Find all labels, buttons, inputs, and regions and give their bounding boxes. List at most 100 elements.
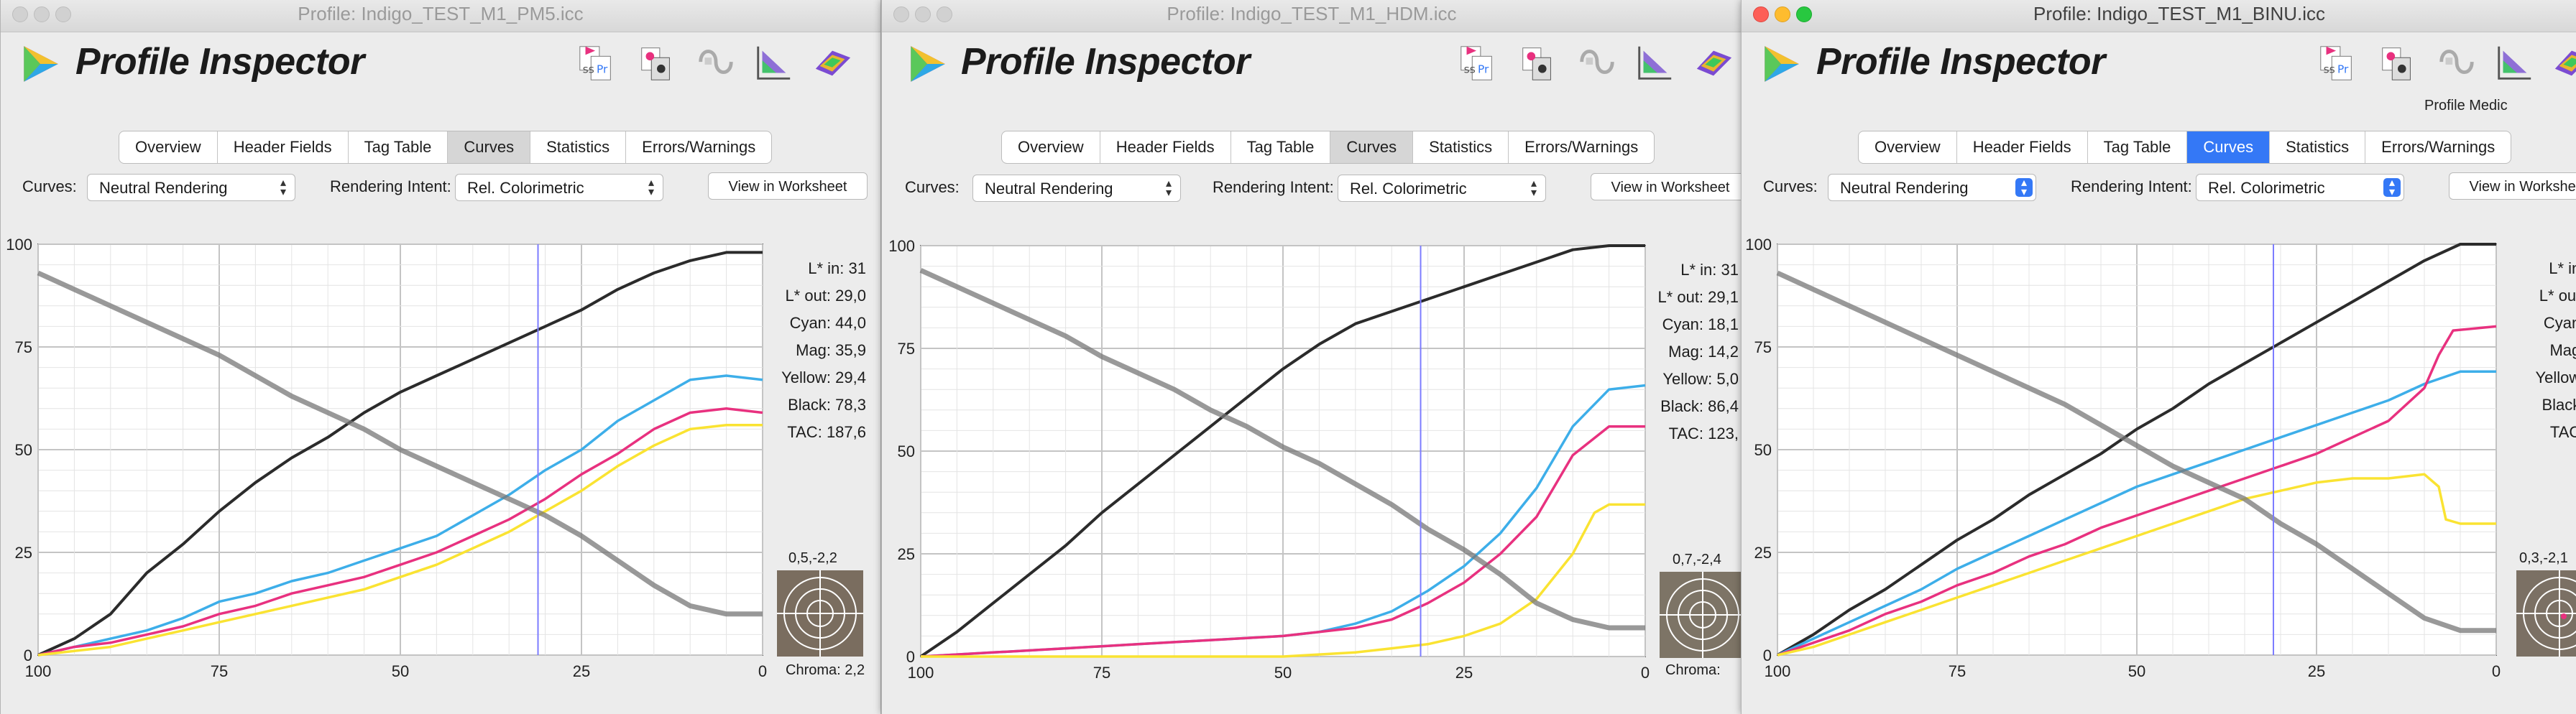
rendering-intent-popup[interactable]: Rel. Colorimetric ▴ ▾ (1338, 175, 1546, 202)
readout-yellow: Yellow: 5,0 (1662, 370, 1739, 388)
curves-label: Curves: (22, 177, 77, 195)
y-tick-label: 0 (24, 646, 32, 664)
curves-popup[interactable]: Neutral Rendering ▴ ▾ (972, 175, 1181, 202)
x-tick-label: 75 (1949, 662, 1966, 680)
readout-l-out: L* out: 29 (2539, 287, 2576, 305)
curve-lstar (37, 270, 763, 617)
gamut-3d-icon[interactable] (811, 40, 853, 86)
rendering-intent-popup[interactable]: Rel. Colorimetric ▴ ▾ (2196, 174, 2404, 201)
gamut-chart-icon[interactable] (753, 40, 794, 86)
curves-value: Neutral Rendering (99, 179, 228, 197)
rendering-intent-popup[interactable]: Rel. Colorimetric ▴ ▾ (455, 174, 663, 201)
zoom-button[interactable] (937, 6, 952, 22)
profile-compare-icon[interactable]: ss Pr (2317, 40, 2358, 86)
curves-popup[interactable]: Neutral Rendering ▴ ▾ (1828, 174, 2036, 201)
x-tick-label: 0 (758, 662, 767, 680)
profile-document-icon[interactable] (636, 40, 678, 86)
minimize-button[interactable] (34, 6, 50, 22)
profile-compare-icon[interactable]: ss Pr (1457, 40, 1499, 86)
profile-document-icon[interactable] (1517, 40, 1559, 86)
lab-value: 0,3,-2,1 (2519, 550, 2568, 566)
tab-tag-table[interactable]: Tag Table (349, 131, 448, 163)
window-pm5: Profile: Indigo_TEST_M1_PM5.icc Profile … (0, 0, 881, 714)
curve-magenta (37, 407, 763, 657)
x-tick-label: 100 (908, 664, 934, 682)
x-tick-label: 25 (2308, 662, 2325, 680)
close-button[interactable] (12, 6, 28, 22)
x-tick-label: 25 (573, 662, 590, 680)
svg-text:ss: ss (2324, 63, 2335, 76)
color-target-swatch (777, 570, 863, 657)
readout-yellow: Yellow: 34 (2535, 368, 2576, 386)
profile-medic-icon[interactable] (2436, 40, 2478, 86)
window-binu: Profile: Indigo_TEST_M1_BINU.icc Profile… (1741, 0, 2576, 714)
view-in-worksheet-button[interactable]: View in Worksheet (2449, 172, 2576, 200)
gamut-chart-icon[interactable] (2493, 40, 2535, 86)
profile-compare-icon[interactable]: ss Pr (576, 40, 617, 86)
y-tick-label: 0 (906, 648, 915, 666)
app-logo-icon (1765, 46, 1799, 82)
view-in-worksheet-button[interactable]: View in Worksheet (1591, 173, 1742, 200)
curves-value: Neutral Rendering (985, 180, 1113, 198)
readout-tac: TAC: 15 (2549, 423, 2576, 441)
tab-curves[interactable]: Curves (1330, 131, 1414, 163)
view-in-worksheet-button[interactable]: View in Worksheet (708, 172, 868, 200)
gamut-3d-icon[interactable] (2551, 40, 2576, 86)
tab-curves[interactable]: Curves (2187, 131, 2271, 163)
window-hdm: Profile: Indigo_TEST_M1_HDM.icc Profile … (881, 0, 1742, 714)
tab-overview[interactable]: Overview (119, 131, 218, 163)
gamut-3d-icon[interactable] (1693, 40, 1734, 86)
tab-curves[interactable]: Curves (448, 131, 531, 163)
tab-header-fields[interactable]: Header Fields (1957, 131, 2088, 163)
tab-overview[interactable]: Overview (1002, 131, 1100, 163)
y-tick-label: 100 (6, 237, 32, 254)
gamut-chart-icon[interactable] (1634, 40, 1675, 86)
readout-yellow: Yellow: 29,4 (781, 368, 866, 386)
tab-errors-warnings[interactable]: Errors/Warnings (642, 138, 756, 156)
curves-popup[interactable]: Neutral Rendering ▴ ▾ (87, 174, 295, 201)
rendering-intent-label: Rendering Intent: (2071, 177, 2192, 195)
curves-value: Neutral Rendering (1840, 179, 1969, 197)
curves-label: Curves: (1763, 177, 1818, 195)
x-tick-label: 25 (1455, 664, 1473, 682)
app-title: Profile Inspector (1816, 41, 2105, 83)
readout-tac: TAC: 123, (1668, 425, 1739, 442)
svg-text:Pr: Pr (1478, 63, 1489, 76)
tab-statistics[interactable]: Statistics (1413, 131, 1509, 163)
window-titlebar[interactable]: Profile: Indigo_TEST_M1_BINU.icc (1742, 0, 2576, 32)
tab-statistics[interactable]: Statistics (530, 131, 627, 163)
profile-document-icon[interactable] (2377, 40, 2419, 86)
profile-medic-icon[interactable] (1576, 40, 1618, 86)
close-button[interactable] (1753, 6, 1769, 22)
minimize-button[interactable] (1775, 6, 1790, 22)
window-titlebar[interactable]: Profile: Indigo_TEST_M1_HDM.icc (882, 0, 1742, 32)
x-tick-label: 100 (25, 662, 52, 680)
minimize-button[interactable] (915, 6, 931, 22)
zoom-button[interactable] (55, 6, 71, 22)
rendering-intent-value: Rel. Colorimetric (1350, 180, 1467, 198)
tab-tag-table[interactable]: Tag Table (2088, 131, 2188, 163)
app-logo-icon (911, 46, 945, 82)
curve-black (1777, 243, 2496, 657)
tab-header-fields[interactable]: Header Fields (218, 131, 349, 163)
window-titlebar[interactable]: Profile: Indigo_TEST_M1_PM5.icc (1, 0, 880, 32)
window-title: Profile: Indigo_TEST_M1_PM5.icc (298, 3, 584, 24)
tab-errors-warnings[interactable]: Errors/Warnings (2381, 138, 2496, 156)
tab-statistics[interactable]: Statistics (2270, 131, 2366, 163)
y-tick-label: 0 (1763, 646, 1772, 664)
tab-overview[interactable]: Overview (1859, 131, 1957, 163)
tab-tag-table[interactable]: Tag Table (1231, 131, 1331, 163)
x-tick-label: 50 (1274, 664, 1292, 682)
x-tick-label: 75 (1093, 664, 1110, 682)
zoom-button[interactable] (1796, 6, 1812, 22)
profile-medic-icon[interactable] (695, 40, 737, 86)
readout-black: Black: 78,3 (788, 396, 866, 414)
tab-errors-warnings[interactable]: Errors/Warnings (1524, 138, 1639, 156)
tab-header-fields[interactable]: Header Fields (1100, 131, 1231, 163)
close-button[interactable] (893, 6, 909, 22)
y-tick-label: 100 (888, 237, 915, 255)
app-title: Profile Inspector (961, 41, 1250, 83)
